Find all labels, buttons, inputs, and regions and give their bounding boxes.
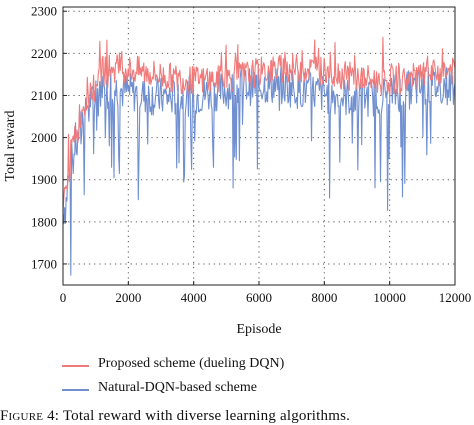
x-axis-label: Episode <box>236 322 281 337</box>
y-tick-label: 1800 <box>31 214 57 229</box>
x-tick-label: 8000 <box>311 290 337 305</box>
y-tick-label: 2000 <box>31 130 57 145</box>
x-tick-label: 4000 <box>181 290 207 305</box>
figure-caption-prefix: Figure 4: <box>0 408 60 424</box>
x-tick-label: 0 <box>60 290 67 305</box>
y-tick-label: 2200 <box>31 46 57 61</box>
series-line-proposed <box>62 36 456 213</box>
figure-caption-text: Total reward with diverse learning algor… <box>62 408 351 424</box>
series-layer <box>62 36 456 276</box>
line-chart: 1700 1800 1900 2000 2100 2200 2300 0 2000 4000 600… <box>3 4 471 337</box>
x-tick-label: 10000 <box>373 290 406 305</box>
legend-label-natural: Natural-DQN-based scheme <box>98 380 257 395</box>
legend-label-proposed: Proposed scheme (dueling DQN) <box>98 356 285 371</box>
axis-ticks: 1700 1800 1900 2000 2100 2200 2300 0 2000 4000 600… <box>31 4 471 305</box>
x-tick-label: 12000 <box>439 290 472 305</box>
y-tick-label: 1700 <box>31 256 57 271</box>
series-line-natural <box>62 64 456 276</box>
y-tick-label: 2100 <box>31 88 57 103</box>
grid-lines <box>62 7 456 285</box>
plot-frame <box>62 6 456 286</box>
legend-swatch-natural <box>62 389 89 391</box>
y-tick-label: 2300 <box>31 4 57 19</box>
y-axis-label: Total reward <box>3 111 18 182</box>
y-tick-label: 1900 <box>31 172 57 187</box>
x-tick-label: 2000 <box>115 290 141 305</box>
legend-swatch-proposed <box>62 365 89 367</box>
x-tick-label: 6000 <box>246 290 272 305</box>
figure-caption: Figure 4: Total reward with diverse lear… <box>0 408 350 425</box>
